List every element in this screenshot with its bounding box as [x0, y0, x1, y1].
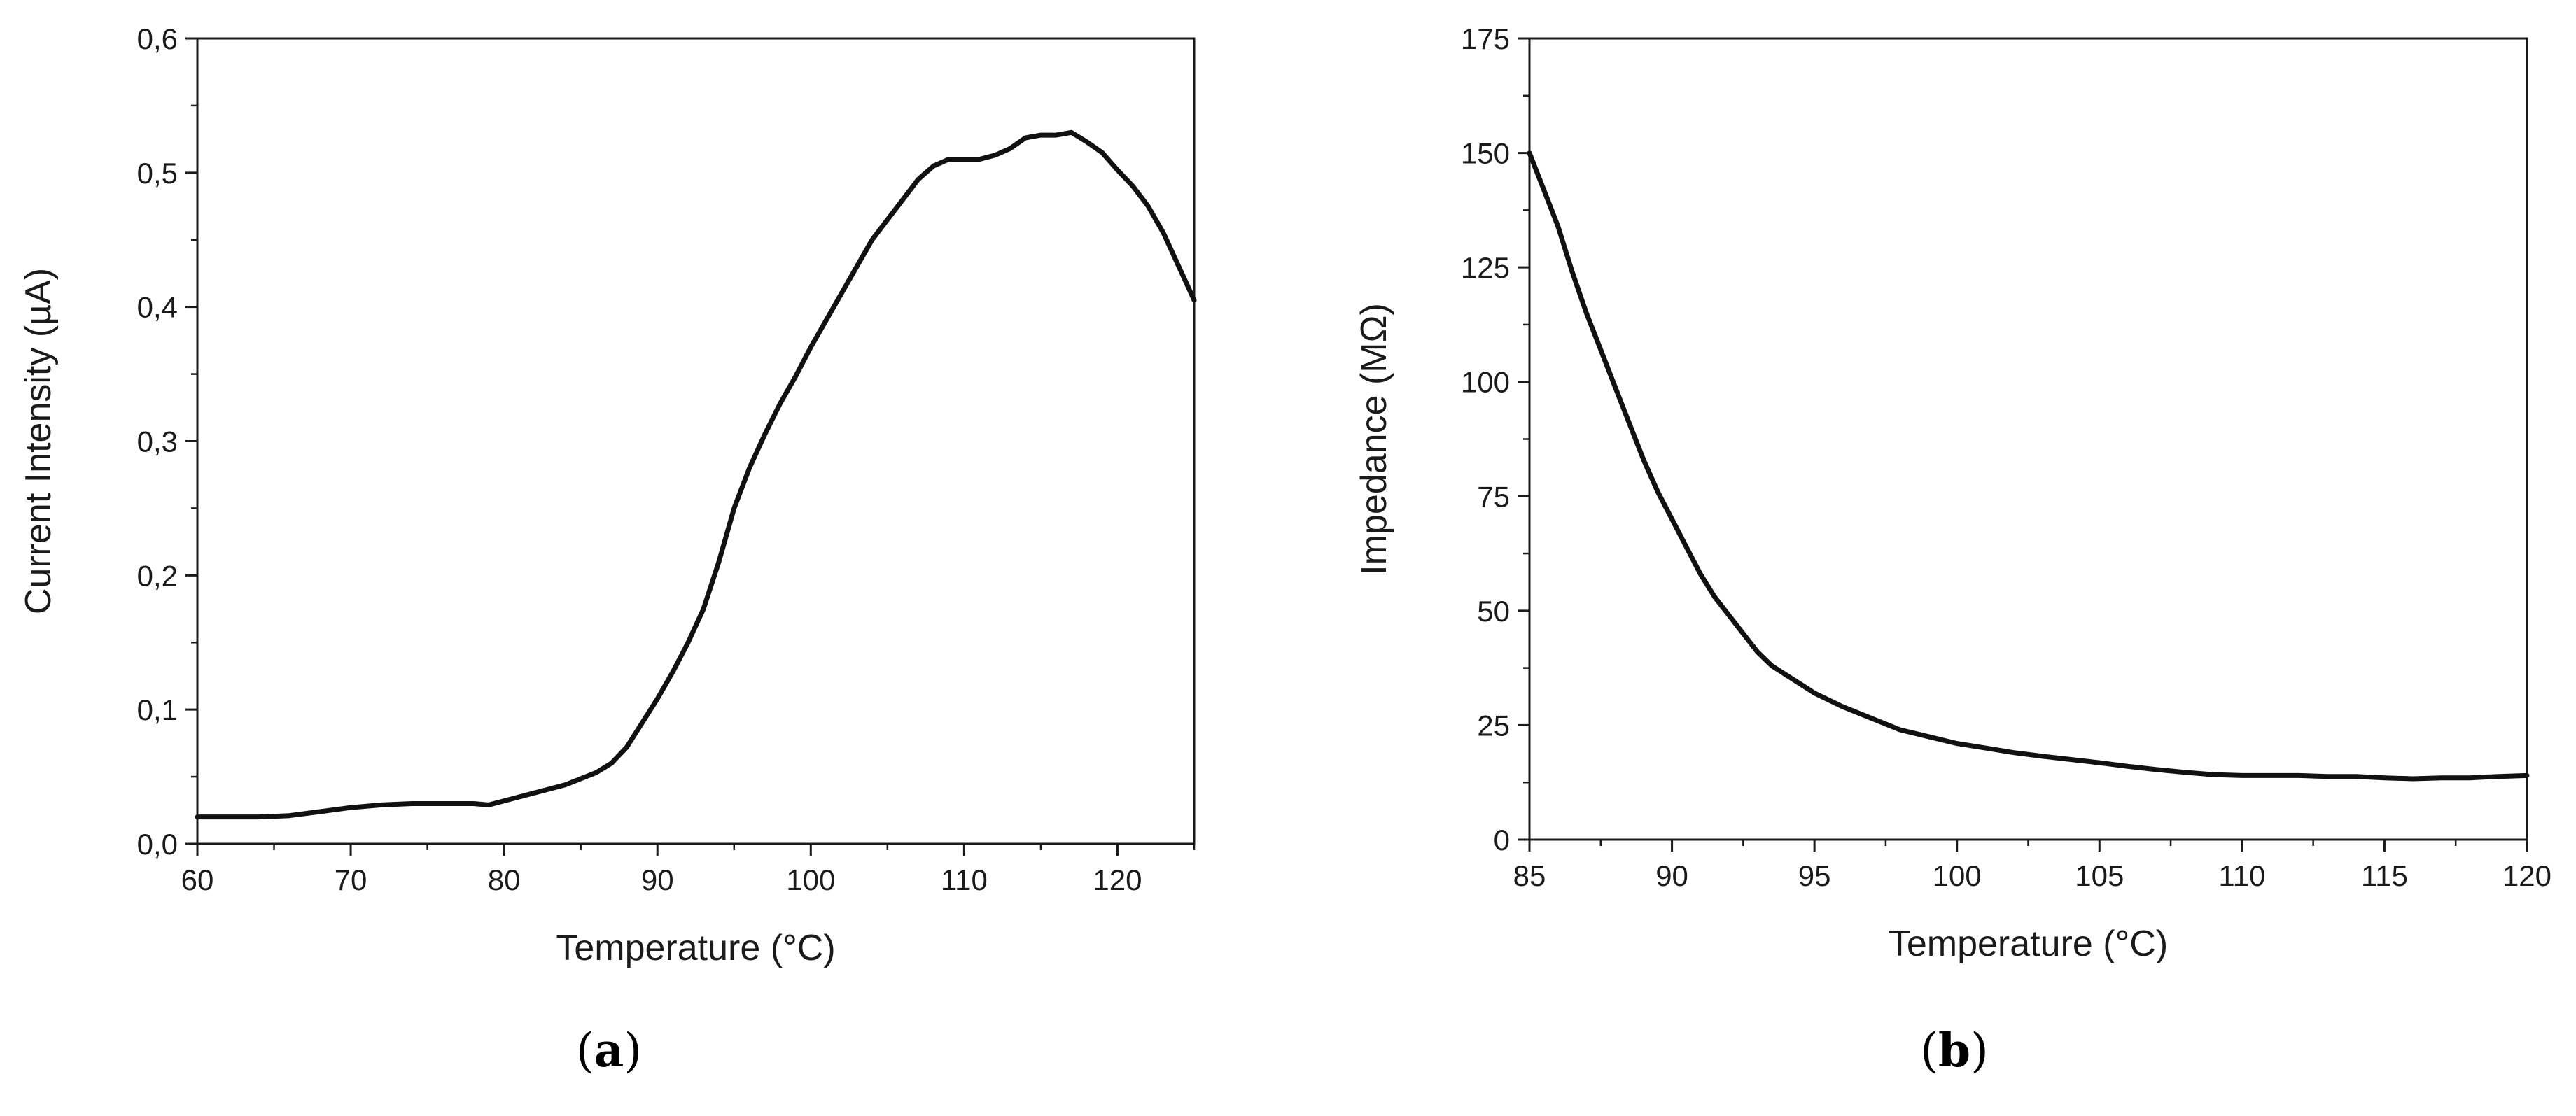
x-axis-title: Temperature (°C) [1889, 924, 2168, 964]
chart-a: 60 70 80 90 100 110 120 0,0 0,1 0,2 0,3 0,4 0,5 0,6 Te… [18, 22, 1197, 968]
x-tick-label: 120 [2502, 859, 2552, 892]
y-tick-label: 0,4 [137, 291, 178, 324]
x-tick-label: 60 [181, 863, 214, 896]
y-tick-label: 100 [1461, 366, 1510, 399]
y-tick-label: 0,2 [137, 559, 178, 592]
x-tick-label: 110 [2218, 859, 2265, 892]
y-tick-label: 50 [1477, 595, 1510, 628]
x-tick-label: 105 [2075, 859, 2124, 892]
panel-label-b: (b) [1920, 1023, 1989, 1078]
y-tick-label: 0,1 [137, 693, 178, 726]
panel-label-a: (a) [575, 1023, 643, 1078]
chart-b: 85 90 95 100 105 110 115 120 0 25 50 75 100 125 150 175… [1354, 22, 2552, 964]
panel-label-a-letter: a [594, 1023, 624, 1078]
y-tick-label: 0,6 [137, 22, 178, 55]
y-tick-label: 0,5 [137, 157, 178, 190]
x-tick-label: 95 [1798, 859, 1831, 892]
x-tick-label: 115 [2361, 859, 2408, 892]
panel-label-b-letter: b [1938, 1023, 1971, 1078]
y-tick-label: 125 [1461, 251, 1510, 284]
series-line [1527, 150, 2530, 782]
series-line [195, 129, 1197, 820]
x-tick-label: 90 [1656, 859, 1688, 892]
x-tick-label: 70 [335, 863, 368, 896]
plot-frame [1528, 37, 2528, 841]
x-tick-label: 80 [488, 863, 521, 896]
y-tick-label: 0,3 [137, 425, 178, 458]
y-axis-title: Current Intensity (µA) [18, 268, 59, 614]
x-tick-label: 90 [641, 863, 674, 896]
y-tick-label: 175 [1461, 22, 1510, 55]
x-tick-label: 120 [1093, 863, 1142, 896]
y-tick-label: 25 [1477, 709, 1510, 742]
plot-frame [196, 37, 1196, 845]
y-tick-label: 150 [1461, 137, 1510, 170]
x-tick-label: 110 [941, 863, 988, 896]
y-tick-label: 75 [1477, 480, 1510, 513]
y-tick-label: 0,0 [137, 828, 178, 861]
y-axis-title: Impedance (MΩ) [1354, 303, 1394, 575]
x-tick-label: 85 [1513, 859, 1546, 892]
x-tick-label: 100 [1933, 859, 1982, 892]
x-axis-title: Temperature (°C) [556, 928, 835, 968]
y-tick-label: 0 [1494, 824, 1510, 856]
x-tick-label: 100 [786, 863, 835, 896]
